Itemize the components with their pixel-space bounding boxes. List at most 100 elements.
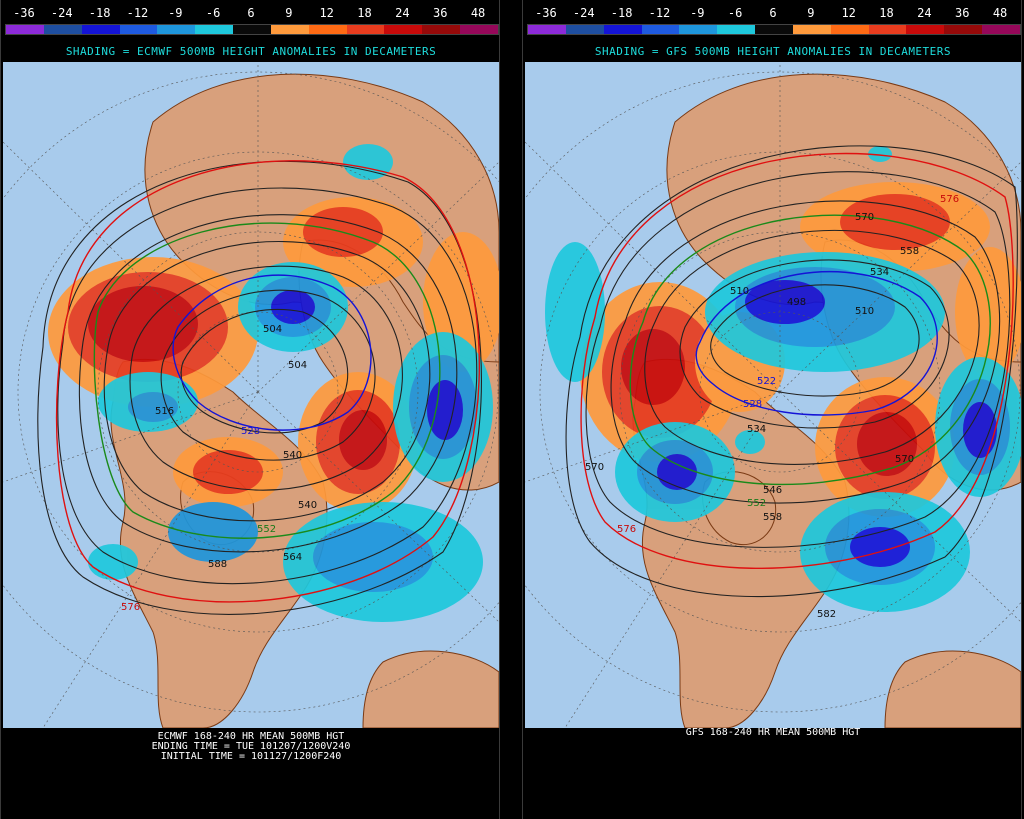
scale-tick-label: 6: [247, 6, 255, 20]
caption-line-1: GFS 168-240 HR MEAN 500MB HGT: [685, 727, 861, 738]
scale-tick-label: 24: [917, 6, 932, 20]
contour-label: 558: [900, 246, 919, 257]
scale-swatch: [528, 25, 566, 34]
contour-label: 576: [121, 602, 140, 613]
scale-swatch: [641, 25, 680, 34]
scale-swatch: [43, 25, 82, 34]
scale-tick-label: 6: [769, 6, 777, 20]
contour-label: 582: [817, 609, 836, 620]
contour-labels: 504 504 516 528 540 540 552 564 576 588: [121, 324, 317, 613]
scale-swatch: [944, 25, 983, 34]
africa-landmass: [884, 650, 1021, 728]
contour-label: 522: [757, 376, 776, 387]
scale-swatch: [679, 25, 718, 34]
scale-tick-labels: -36 -24 -18 -12 -9 -6 6 9 12 18 24 36 48: [1, 6, 501, 20]
contour-label: 558: [763, 512, 782, 523]
contour-label: 564: [283, 552, 302, 563]
scale-tick-label: -36: [13, 6, 35, 20]
contour-label: 534: [747, 424, 766, 435]
contour-label: 552: [257, 524, 276, 535]
scale-tick-label: 18: [879, 6, 894, 20]
scale-swatch: [422, 25, 461, 34]
africa-landmass: [362, 650, 499, 728]
scale-swatch: [233, 25, 271, 34]
scale-tick-label: 36: [432, 6, 448, 20]
height-contours: [565, 145, 1018, 598]
contour-label: 570: [855, 212, 874, 223]
scale-tick-label: -12: [648, 6, 671, 20]
graticule: [3, 62, 499, 728]
scale-tick-label: 48: [470, 6, 486, 20]
highlight-contours: [580, 152, 1014, 569]
scale-tick-labels: -36 -24 -18 -12 -9 -6 6 9 12 18 24 36 48: [523, 6, 1023, 20]
scale-tick-label: 12: [319, 6, 334, 20]
scale-swatch: [308, 25, 347, 34]
contour-label: 552: [747, 498, 766, 509]
scale-swatch: [830, 25, 869, 34]
gfs-shading-title: SHADING = GFS 500MB HEIGHT ANOMALIES IN …: [594, 45, 952, 58]
scale-swatch: [270, 25, 309, 34]
scale-swatch: [755, 25, 793, 34]
scale-swatch: [460, 25, 498, 34]
scale-tick-label: -12: [126, 6, 149, 20]
highlight-contours: [55, 160, 480, 603]
scale-swatch: [157, 25, 196, 34]
scale-swatch: [565, 25, 604, 34]
contour-label: 546: [763, 485, 782, 496]
scale-tick-label: -18: [88, 6, 111, 20]
scale-swatch: [81, 25, 120, 34]
gfs-panel: -36 -24 -18 -12 -9 -6 6 9 12 18 24 36 48 SHADING = G…: [522, 0, 1022, 819]
contour-labels: 498 510 510 522 528 534 534 546 552 558 558 570 570 5…: [585, 194, 959, 620]
gfs-caption: GFS 168-240 HR MEAN 500MB HGT: [523, 728, 1023, 738]
scale-tick-label: 9: [285, 6, 293, 20]
scale-tick-label: -24: [50, 6, 73, 20]
scale-swatch: [717, 25, 756, 34]
scale-tick-label: 36: [954, 6, 970, 20]
scale-swatch: [119, 25, 158, 34]
contour-label: 570: [895, 454, 914, 465]
contour-label: 588: [208, 559, 227, 570]
contour-label: 540: [298, 500, 317, 511]
anomaly-color-scale: [5, 24, 499, 35]
ecmwf-panel: -36 -24 -18 -12 -9 -6 6 9 12 18 24 36 48 SHADING = E…: [0, 0, 500, 819]
scale-tick-label: 12: [841, 6, 856, 20]
caption-line-3: INITIAL TIME = 101127/1200F240: [160, 751, 342, 762]
contour-label: 504: [263, 324, 282, 335]
scale-tick-label: -9: [168, 6, 183, 20]
contour-label: 540: [283, 450, 302, 461]
contour-label: 576: [940, 194, 959, 205]
scale-swatch: [6, 25, 44, 34]
scale-swatch: [384, 25, 423, 34]
scale-swatch: [603, 25, 642, 34]
contour-label: 576: [617, 524, 636, 535]
scale-tick-label: -6: [727, 6, 743, 20]
scale-tick-label: 48: [992, 6, 1008, 20]
ecmwf-anomaly-map: 504 504 516 528 540 540 552 564 576 588: [3, 62, 499, 728]
ecmwf-caption: ECMWF 168-240 HR MEAN 500MB HGT ENDING T…: [1, 732, 501, 762]
scale-swatch: [982, 25, 1020, 34]
anomaly-color-scale: [527, 24, 1021, 35]
scale-swatch: [868, 25, 907, 34]
scale-swatch: [195, 25, 234, 34]
height-contours: [37, 160, 482, 615]
scale-tick-label: -9: [690, 6, 705, 20]
contour-label: 504: [288, 360, 307, 371]
scale-tick-label: -36: [535, 6, 557, 20]
caption-line-1: ECMWF 168-240 HR MEAN 500MB HGT: [157, 731, 345, 742]
contour-label: 498: [787, 297, 806, 308]
scale-tick-label: -24: [572, 6, 595, 20]
gfs-anomaly-map: 498 510 510 522 528 534 534 546 552 558 558 570 570 5…: [525, 62, 1021, 728]
scale-tick-label: 18: [357, 6, 372, 20]
contour-label: 534: [870, 267, 889, 278]
contour-label: 570: [585, 462, 604, 473]
scale-tick-label: 9: [807, 6, 815, 20]
contour-label: 516: [155, 406, 174, 417]
contour-label: 528: [743, 399, 762, 410]
scale-swatch: [792, 25, 831, 34]
scale-tick-label: -18: [610, 6, 633, 20]
scale-tick-label: -6: [205, 6, 221, 20]
contour-label: 510: [855, 306, 874, 317]
scale-tick-label: 24: [395, 6, 410, 20]
ecmwf-shading-title: SHADING = ECMWF 500MB HEIGHT ANOMALIES I…: [65, 45, 437, 58]
contour-label: 510: [730, 286, 749, 297]
